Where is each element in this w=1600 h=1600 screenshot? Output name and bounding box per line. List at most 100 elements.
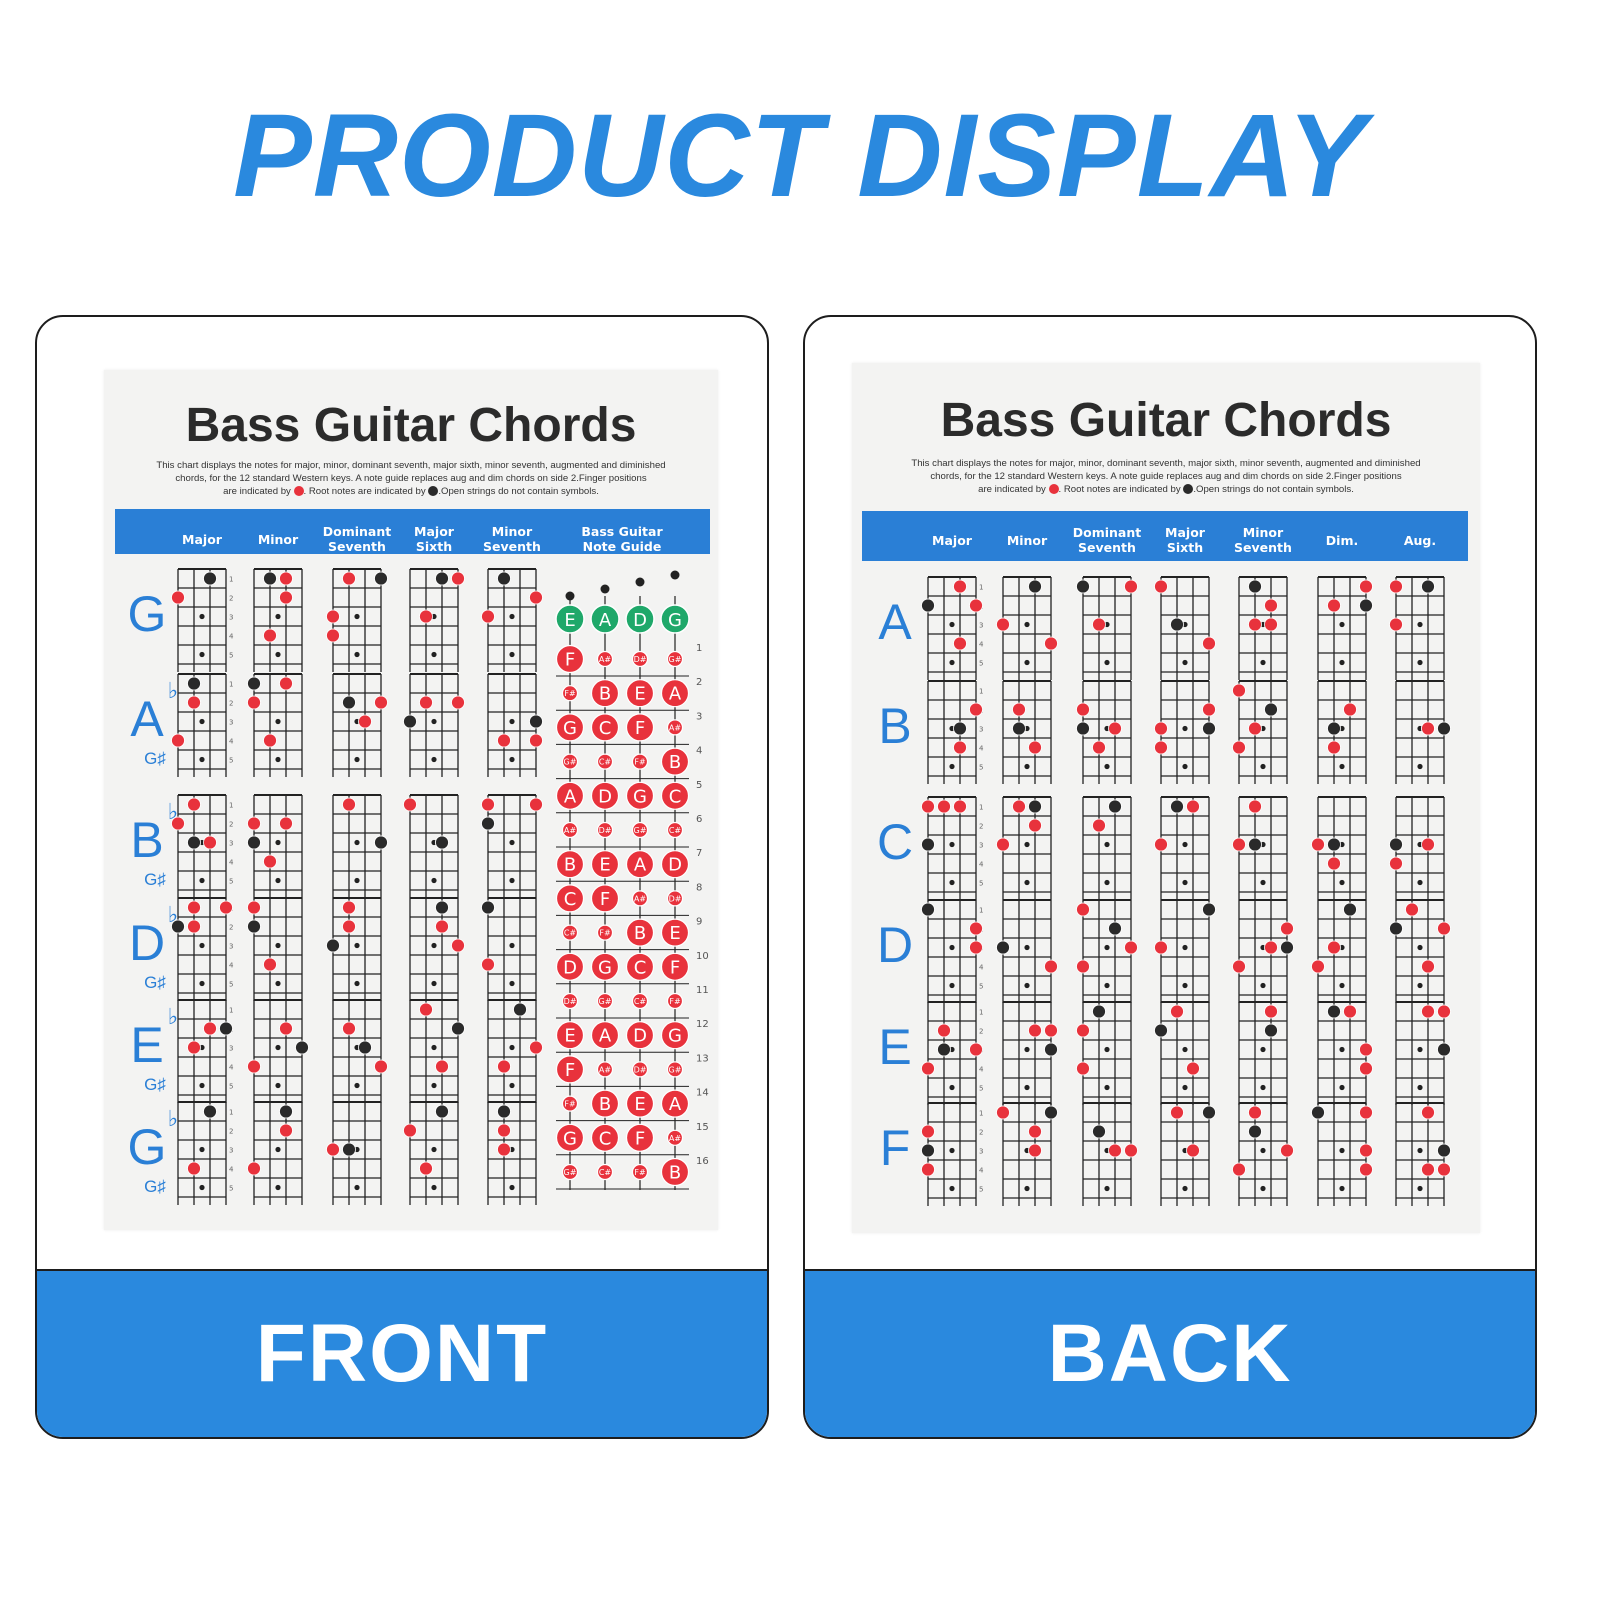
finger-position-dot bbox=[953, 636, 967, 651]
inlay-dot bbox=[275, 1184, 281, 1191]
column-header-6: Aug. bbox=[1404, 533, 1436, 548]
finger-position-dot bbox=[1092, 740, 1106, 755]
finger-position-dot bbox=[953, 799, 967, 814]
note-label: B bbox=[564, 855, 576, 876]
inlay-dot bbox=[1260, 982, 1266, 989]
chord-diagram bbox=[1389, 796, 1445, 900]
inlay-dot bbox=[1339, 621, 1345, 628]
root-note-dot bbox=[1044, 1105, 1058, 1120]
root-note-dot bbox=[1327, 837, 1341, 852]
row-key-enharmonic: G♯ bbox=[144, 1075, 166, 1094]
finger-position-dot bbox=[403, 1123, 417, 1138]
column-header-line1: Minor bbox=[257, 532, 299, 547]
finger-position-dot bbox=[969, 702, 983, 717]
fret-number: 3 bbox=[979, 726, 983, 734]
finger-position-dot bbox=[1124, 579, 1138, 594]
note-circle bbox=[666, 719, 684, 736]
inlay-dot bbox=[1339, 1084, 1345, 1091]
note-label: F# bbox=[669, 997, 681, 1006]
chord-diagram bbox=[326, 897, 382, 1001]
row-key-enharmonic: G♯ bbox=[144, 870, 166, 889]
chord-diagram bbox=[1238, 1001, 1288, 1105]
root-note-dot bbox=[435, 900, 449, 915]
root-note-dot bbox=[247, 676, 261, 691]
desc-line: . Root notes are indicated by bbox=[1058, 484, 1181, 495]
note-label: B bbox=[669, 1163, 681, 1184]
chord-diagram bbox=[1317, 576, 1373, 680]
note-circle bbox=[660, 679, 690, 708]
root-note-dot bbox=[1108, 799, 1122, 814]
chord-diagram bbox=[996, 576, 1058, 680]
note-circle bbox=[631, 650, 649, 668]
inlay-dot bbox=[509, 980, 515, 987]
root-note-dot bbox=[1202, 902, 1216, 917]
note-label: A# bbox=[669, 723, 681, 732]
fret-number: 4 bbox=[979, 861, 984, 869]
finger-position-dot bbox=[969, 921, 983, 936]
inlay-dot bbox=[275, 877, 281, 884]
inlay-dot bbox=[354, 980, 360, 987]
fret-number: 5 bbox=[979, 660, 983, 668]
note-circle bbox=[555, 884, 585, 913]
note-label: E bbox=[634, 1094, 645, 1115]
inlay-dot bbox=[199, 980, 205, 987]
row-key-enharmonic: G♯ bbox=[144, 1177, 166, 1196]
fret-number: 1 bbox=[229, 576, 233, 584]
desc-line: . Root notes are indicated by bbox=[303, 486, 426, 497]
chord-diagrams: 123451234512345123451234512345EADGFA#D#G… bbox=[171, 568, 709, 1205]
inlay-dot bbox=[1339, 879, 1345, 886]
open-string-marker bbox=[565, 591, 575, 601]
finger-position-dot bbox=[1389, 617, 1403, 632]
chord-diagram bbox=[1238, 576, 1288, 680]
inlay-dot bbox=[431, 980, 437, 987]
note-label: E bbox=[599, 855, 610, 876]
inlay-dot bbox=[1182, 841, 1188, 848]
root-note-dot bbox=[1170, 799, 1184, 814]
chord-diagram bbox=[1154, 680, 1216, 784]
finger-position-dot bbox=[403, 797, 417, 812]
note-label: B bbox=[634, 923, 646, 944]
note-circle bbox=[555, 952, 585, 981]
inlay-dot bbox=[1260, 659, 1266, 666]
finger-position-dot bbox=[1437, 1162, 1451, 1177]
chord-diagram bbox=[1389, 899, 1451, 1003]
finger-position-dot bbox=[1359, 1105, 1373, 1120]
finger-position-dot bbox=[1437, 1004, 1451, 1019]
finger-position-dot bbox=[247, 816, 261, 831]
inlay-dot bbox=[1024, 879, 1030, 886]
red-dot-icon bbox=[293, 486, 304, 497]
fret-number: 4 bbox=[229, 962, 234, 970]
finger-position-dot bbox=[1154, 940, 1168, 955]
column-header-line2: Seventh bbox=[328, 539, 386, 554]
inlay-dot bbox=[1024, 1185, 1030, 1192]
inlay-dot bbox=[509, 942, 515, 949]
inlay-dot bbox=[199, 756, 205, 763]
note-label: G bbox=[563, 1128, 577, 1149]
finger-position-dot bbox=[263, 854, 277, 869]
finger-position-dot bbox=[1327, 940, 1341, 955]
finger-position-dot bbox=[279, 1021, 293, 1036]
chord-diagram bbox=[332, 673, 388, 777]
finger-position-dot bbox=[481, 609, 495, 624]
fret-number: 2 bbox=[229, 1128, 233, 1136]
root-note-dot bbox=[1202, 721, 1216, 736]
note-label: D bbox=[668, 855, 682, 876]
chord-diagram bbox=[1311, 899, 1367, 1003]
finger-position-dot bbox=[1170, 1105, 1184, 1120]
note-circle bbox=[555, 1055, 585, 1084]
root-note-dot bbox=[1092, 1004, 1106, 1019]
note-label: C# bbox=[599, 758, 612, 767]
root-note-dot bbox=[1280, 940, 1294, 955]
finger-position-dot bbox=[187, 1040, 201, 1055]
finger-position-dot bbox=[1437, 921, 1451, 936]
note-circle bbox=[561, 685, 579, 702]
chord-diagram bbox=[1160, 1102, 1216, 1206]
inlay-dot bbox=[354, 756, 360, 763]
chord-diagram bbox=[247, 1101, 303, 1205]
inlay-dot bbox=[354, 839, 360, 846]
chord-diagram bbox=[1076, 1001, 1132, 1105]
inlay-dot bbox=[1417, 1147, 1423, 1154]
finger-position-dot bbox=[1076, 1023, 1090, 1038]
desc-line: are indicated by bbox=[223, 486, 291, 497]
